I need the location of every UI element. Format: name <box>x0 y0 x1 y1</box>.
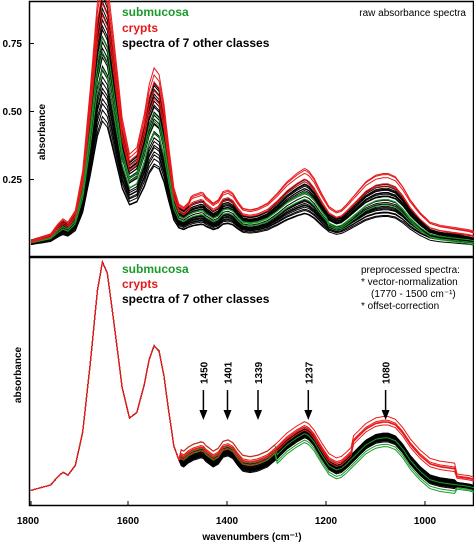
top-y-ticks: 0.75 0.50 0.25 <box>3 39 34 186</box>
other-spectrum-line <box>30 87 474 245</box>
legend-crypts: crypts <box>122 21 158 35</box>
xtick-label: 1800 <box>17 516 40 527</box>
bottom-y-axis-title: absorbance <box>13 346 24 403</box>
other-spectrum-line <box>30 120 474 245</box>
bottom-annotation: preprocessed spectra: * vector-normaliza… <box>361 265 460 312</box>
legend-submucosa: submucosa <box>122 5 189 19</box>
peak-arrow-head <box>304 410 313 420</box>
peak-markers: 1450 1401 1339 1237 1080 <box>199 361 393 420</box>
xtick-label: 1000 <box>414 516 437 527</box>
other-spectrum-line <box>30 56 474 242</box>
crypts-spectrum-line <box>30 13 474 244</box>
peak-label: 1080 <box>382 361 393 384</box>
legend-crypts: crypts <box>122 277 158 291</box>
other-spectrum-line <box>30 24 474 243</box>
xtick-label: 1600 <box>117 516 140 527</box>
other-spectrum-line <box>30 6 474 243</box>
legend-other-classes: spectra of 7 other classes <box>122 36 270 50</box>
other-spectrum-line <box>30 0 474 241</box>
peak-arrow-head <box>381 410 390 420</box>
top-spectra <box>30 0 474 246</box>
annotation-line: (1770 - 1500 cm⁻¹) <box>371 289 456 300</box>
bottom-spectra <box>30 260 474 495</box>
crypts-spectrum-line <box>30 0 474 241</box>
submucosa-spectrum-line <box>30 67 474 244</box>
peak-arrow-head <box>254 410 262 420</box>
top-y-axis-title: absorbance <box>37 103 48 160</box>
peak-label: 1450 <box>199 361 210 384</box>
bottom-legend: submucosa crypts spectra of 7 other clas… <box>122 262 270 306</box>
annotation-line: * vector-normalization <box>361 277 458 288</box>
other-spectrum-line <box>30 102 474 244</box>
ytick-label: 0.50 <box>3 107 23 118</box>
legend-submucosa: submucosa <box>122 262 189 276</box>
peak-label: 1339 <box>254 361 265 384</box>
xtick-label: 1400 <box>216 516 239 527</box>
other-spectrum-line <box>30 97 474 245</box>
submucosa-spectrum-line <box>30 36 474 246</box>
top-annotation: raw absorbance spectra <box>359 8 466 19</box>
other-spectrum-line <box>30 81 474 245</box>
peak-label: 1401 <box>224 361 235 384</box>
crypts-spectrum-line <box>30 0 474 241</box>
ytick-label: 0.25 <box>3 175 23 186</box>
peak-arrow-head <box>223 410 232 420</box>
annotation-line: preprocessed spectra: <box>361 265 460 276</box>
legend-other-classes: spectra of 7 other classes <box>122 292 270 306</box>
peak-arrow-head <box>199 410 208 420</box>
x-axis-title: wavenumbers (cm⁻¹) <box>201 532 301 543</box>
peak-label: 1237 <box>304 361 315 384</box>
annotation-line: * offset-correction <box>361 301 439 312</box>
bottom-x-ticks: 1800 1600 1400 1200 1000 <box>17 501 437 527</box>
top-legend: submucosa crypts spectra of 7 other clas… <box>122 5 270 50</box>
other-spectrum-line <box>30 64 474 245</box>
crypts-spectrum-line <box>30 1 474 242</box>
xtick-label: 1200 <box>315 516 338 527</box>
other-spectrum-line <box>30 115 474 246</box>
crypts-spectrum-line <box>30 260 474 491</box>
ytick-label: 0.75 <box>3 39 23 50</box>
